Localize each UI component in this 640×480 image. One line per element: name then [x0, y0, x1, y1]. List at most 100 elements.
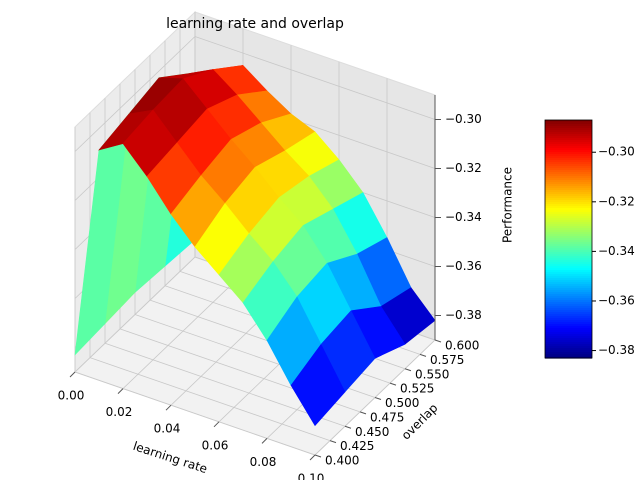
y-tick	[374, 397, 382, 400]
colorbar-slice	[545, 180, 592, 183]
colorbar-slice	[545, 140, 592, 143]
colorbar-slice	[545, 294, 592, 297]
z-tick-label: −0.34	[445, 210, 482, 224]
colorbar-slice	[545, 228, 592, 231]
colorbar-slice	[545, 226, 592, 229]
colorbar-slice	[545, 150, 592, 153]
colorbar-slice	[545, 356, 592, 359]
colorbar-slice	[545, 146, 592, 149]
colorbar-slice	[545, 224, 592, 227]
colorbar-slice	[545, 148, 592, 151]
y-tick-label: 0.600	[445, 339, 479, 353]
colorbar-slice	[545, 178, 592, 181]
y-tick	[419, 353, 427, 357]
colorbar-slice	[545, 328, 592, 331]
colorbar-slice	[545, 332, 592, 335]
colorbar-slice	[545, 346, 592, 349]
colorbar-slice	[545, 234, 592, 237]
colorbar-tick-label: −0.34	[598, 244, 635, 258]
colorbar-slice	[545, 354, 592, 357]
colorbar-tick-label: −0.36	[598, 293, 635, 307]
x-tick	[309, 454, 316, 461]
colorbar-slice	[545, 172, 592, 175]
z-tick-label: −0.32	[445, 161, 482, 175]
colorbar-slice	[545, 298, 592, 301]
colorbar-slice	[545, 330, 592, 333]
z-tick-label: −0.30	[445, 112, 482, 126]
colorbar-slice	[545, 160, 592, 163]
colorbar-slice	[545, 272, 592, 275]
colorbar-slice	[545, 262, 592, 265]
y-tick	[359, 411, 367, 415]
colorbar-slice	[545, 144, 592, 147]
colorbar-slice	[545, 232, 592, 235]
x-tick	[165, 404, 172, 411]
colorbar-slice	[545, 300, 592, 303]
colorbar-slice	[545, 212, 592, 215]
colorbar-slice	[545, 128, 592, 131]
colorbar-slice	[545, 134, 592, 137]
colorbar-slice	[545, 268, 592, 271]
colorbar-slice	[545, 340, 592, 343]
grid-line	[74, 36, 196, 152]
colorbar-frame	[544, 119, 593, 359]
y-tick	[434, 339, 442, 343]
colorbar-slice	[545, 290, 592, 293]
x-tick-label: 0.00	[58, 389, 85, 403]
colorbar-slice	[545, 120, 592, 123]
colorbar-slice	[545, 320, 592, 323]
x-tick-label: 0.06	[202, 438, 229, 452]
colorbar-slice	[545, 284, 592, 287]
colorbar-slice	[545, 200, 592, 203]
colorbar-slice	[545, 344, 592, 347]
grid-line	[74, 371, 316, 456]
y-tick-label: 0.525	[400, 382, 434, 396]
colorbar-slice	[545, 242, 592, 245]
colorbar-slice	[545, 318, 592, 321]
colorbar-slice	[545, 304, 592, 307]
colorbar-slice	[545, 166, 592, 169]
colorbar-slice	[545, 216, 592, 219]
colorbar-slice	[545, 136, 592, 139]
colorbar-slice	[545, 312, 592, 315]
grid-line	[89, 357, 331, 442]
colorbar-slice	[545, 230, 592, 233]
x-tick	[69, 371, 76, 378]
colorbar-slice	[545, 236, 592, 239]
x-tick-label: 0.10	[298, 472, 325, 480]
y-tick	[389, 382, 397, 386]
colorbar-slice	[545, 176, 592, 179]
colorbar-slice	[545, 152, 592, 155]
colorbar-slice	[545, 130, 592, 133]
colorbar-slice	[545, 276, 592, 279]
grid-line	[104, 342, 346, 427]
colorbar-slice	[545, 214, 592, 217]
colorbar-slice	[545, 286, 592, 289]
labels: 0.000.020.040.060.080.100.4000.4250.4500…	[58, 95, 482, 480]
colorbar-slice	[545, 252, 592, 255]
colorbar-slice	[545, 270, 592, 273]
colorbar-slice	[545, 194, 592, 197]
colorbar-slice	[545, 322, 592, 325]
y-tick-label: 0.400	[325, 454, 359, 468]
colorbar-slice	[545, 316, 592, 319]
colorbar-slice	[545, 280, 592, 283]
y-tick	[404, 368, 412, 372]
colorbar-slice	[545, 254, 592, 257]
colorbar-slice	[545, 240, 592, 243]
colorbar-slice	[545, 210, 592, 213]
x-tick	[261, 438, 268, 444]
colorbar-slice	[545, 202, 592, 205]
colorbar-slice	[545, 264, 592, 267]
y-tick-label: 0.450	[355, 425, 389, 439]
colorbar-slice	[545, 238, 592, 241]
y-tick-label: 0.575	[430, 353, 464, 367]
colorbar-slice	[545, 296, 592, 299]
colorbar-slice	[545, 314, 592, 317]
grid-line	[194, 36, 436, 120]
colorbar-slice	[545, 170, 592, 173]
colorbar-slice	[545, 274, 592, 277]
colorbar-slice	[545, 244, 592, 247]
colorbar-slice	[545, 326, 592, 329]
x-tick-label: 0.02	[106, 405, 133, 419]
